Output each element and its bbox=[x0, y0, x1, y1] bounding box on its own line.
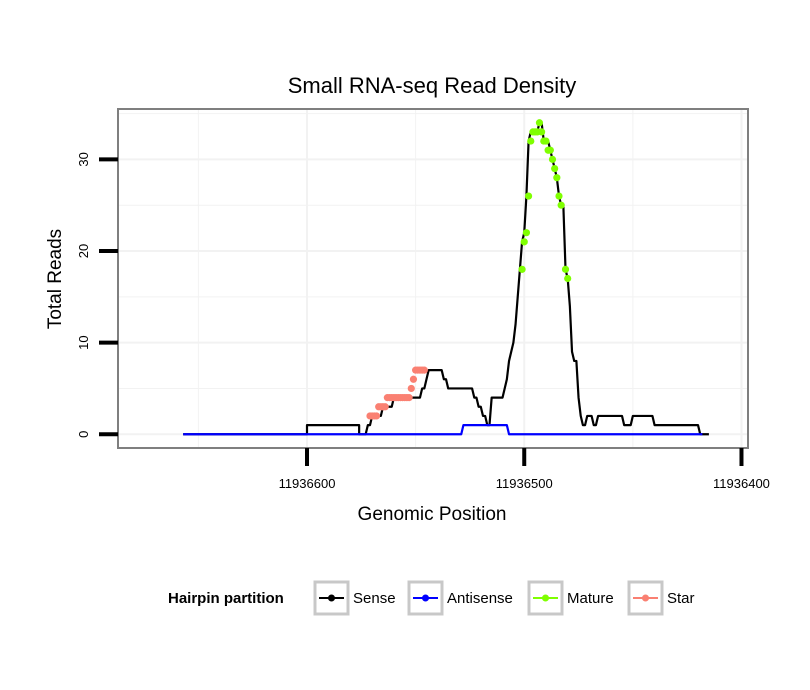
legend: Hairpin partition Sense Antisense Mature St… bbox=[168, 580, 695, 616]
mature-point bbox=[542, 137, 550, 145]
sense-series-line bbox=[183, 121, 709, 436]
legend-key-point bbox=[422, 594, 429, 602]
legend-key-point bbox=[642, 594, 649, 602]
series-lines bbox=[183, 121, 709, 436]
legend-entry-star: Star bbox=[627, 580, 695, 616]
star-point bbox=[407, 384, 415, 393]
y-axis-label: Total Reads bbox=[45, 229, 66, 329]
y-tick-label: 20 bbox=[76, 244, 91, 258]
mature-point bbox=[551, 164, 559, 173]
plot-panel bbox=[118, 109, 748, 448]
mature-point bbox=[564, 274, 572, 283]
star-point bbox=[372, 412, 381, 420]
series-points bbox=[366, 119, 572, 420]
legend-title: Hairpin partition bbox=[168, 590, 284, 607]
legend-entry-sense: Sense bbox=[313, 580, 396, 616]
star-point bbox=[409, 375, 418, 383]
legend-key-point bbox=[328, 594, 335, 602]
legend-entry-antisense: Antisense bbox=[407, 580, 513, 616]
y-tick-label: 10 bbox=[76, 335, 91, 349]
mature-point bbox=[557, 201, 565, 209]
star-point bbox=[381, 403, 389, 411]
y-tick-label: 30 bbox=[76, 152, 91, 166]
x-tick-label: 11936600 bbox=[279, 476, 336, 491]
legend-label-star: Star bbox=[667, 590, 695, 607]
mature-point bbox=[548, 155, 557, 163]
legend-label-sense: Sense bbox=[353, 590, 396, 607]
mature-point bbox=[527, 137, 535, 145]
star-point bbox=[420, 366, 428, 374]
mature-point bbox=[518, 265, 526, 273]
x-tick-label: 11936400 bbox=[713, 476, 770, 491]
mature-point bbox=[524, 192, 533, 200]
x-axis-label: Genomic Position bbox=[358, 504, 507, 525]
mature-point bbox=[520, 238, 528, 246]
mature-point bbox=[538, 128, 546, 136]
mature-point bbox=[553, 174, 561, 182]
mature-point bbox=[535, 119, 544, 127]
mature-point bbox=[561, 265, 570, 273]
legend-label-mature: Mature bbox=[567, 590, 614, 607]
chart-title: Small RNA-seq Read Density bbox=[288, 73, 577, 98]
plot-panel-border bbox=[117, 108, 749, 449]
legend-label-antisense: Antisense bbox=[447, 590, 513, 607]
mature-point bbox=[546, 146, 554, 154]
mature-point bbox=[522, 229, 531, 237]
star-point bbox=[405, 394, 413, 402]
antisense-series-line bbox=[183, 423, 703, 436]
y-axis-ticks: 0 10 20 30 bbox=[76, 152, 118, 438]
y-tick-label: 0 bbox=[76, 431, 91, 438]
legend-key-point bbox=[542, 594, 549, 602]
legend-entry-mature: Mature bbox=[527, 580, 614, 616]
x-axis-ticks: 11936600 11936500 11936400 bbox=[279, 448, 770, 491]
x-tick-label: 11936500 bbox=[496, 476, 553, 491]
mature-point bbox=[555, 192, 563, 200]
